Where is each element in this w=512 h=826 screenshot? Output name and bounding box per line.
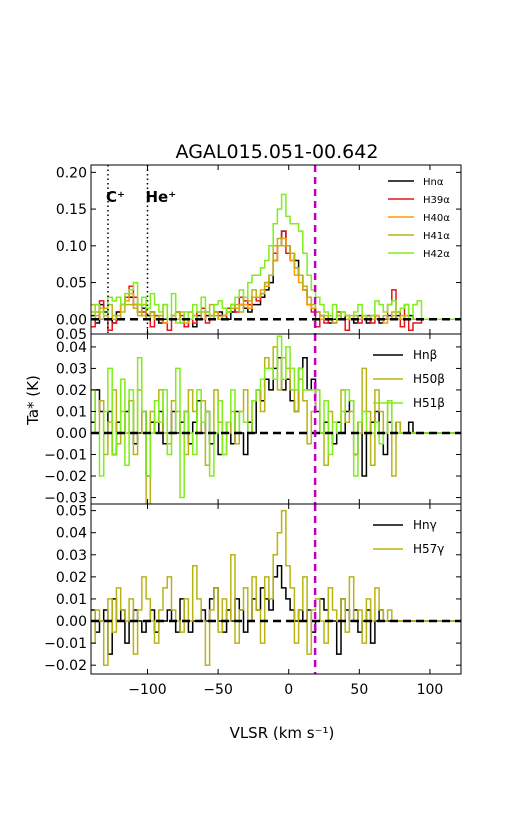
legend-label: H51β	[413, 396, 445, 410]
legend-label: Hnα	[423, 177, 444, 188]
x-tick-label: 100	[417, 682, 444, 698]
y-tick-label: −0.02	[44, 469, 87, 485]
legend-label: H40α	[423, 213, 450, 224]
plot-area	[91, 504, 461, 674]
y-tick-label: 0.01	[56, 592, 87, 608]
series-line-3-1	[91, 565, 461, 655]
panel-frame	[90, 503, 462, 675]
legend: Hnγ H57γ	[373, 518, 444, 556]
y-tick-label: 0.02	[56, 570, 87, 586]
y-tick-label: 0.02	[56, 383, 87, 399]
legend-label: H39α	[423, 195, 450, 206]
x-axis-label: VLSR (km s⁻¹)	[230, 724, 335, 742]
panel-2: −0.03 −0.02 −0.01 0.00 0.01 0.02 0.03 0.04 Hnβ H5…	[44, 333, 462, 507]
panels-group: 0.000.050.100.150.200.05C⁺ He⁺HnαH39αH40α…	[44, 164, 462, 698]
y-tick-label: 0.03	[56, 548, 87, 564]
panel-1: 0.000.050.100.150.200.05C⁺ He⁺HnαH39αH40α…	[56, 164, 462, 343]
x-tick-label: −100	[128, 682, 166, 698]
y-tick-label: −0.03	[44, 491, 87, 507]
series-line-3-2	[91, 509, 461, 666]
y-tick-label: −0.01	[44, 636, 87, 652]
y-axis-label: Ta* (K)	[24, 375, 42, 426]
series-line-1-5	[91, 193, 461, 324]
y-tick-label: 0.05	[56, 276, 87, 292]
series-line-2-2	[91, 346, 461, 504]
y-tick-label: 0.04	[56, 526, 87, 542]
x-tick-label: 0	[284, 682, 293, 698]
y-tick-label: −0.02	[44, 658, 87, 674]
y-tick-label: 0.10	[56, 239, 87, 255]
x-tick-label: −50	[203, 682, 233, 698]
y-tick-label: 0.00	[56, 614, 87, 630]
chart-title: AGAL015.051-00.642	[176, 141, 379, 163]
legend-label: H50β	[413, 372, 445, 386]
legend: Hnβ H50β H51β	[373, 348, 445, 410]
x-tick-label: 50	[350, 682, 368, 698]
y-tick-label: 0.01	[56, 404, 87, 420]
y-tick-label: 0.20	[56, 165, 87, 181]
series-line-2-3	[91, 335, 461, 499]
legend-label: H57γ	[413, 542, 444, 556]
y-tick-label: 0.00	[56, 426, 87, 442]
y-tick-label: 0.03	[56, 361, 87, 377]
vline-label: He⁺	[145, 188, 176, 206]
legend-label: H42α	[423, 249, 450, 260]
y-tick-label: 0.05	[56, 327, 87, 343]
vline-label: C⁺	[106, 188, 125, 206]
y-tick-label: 0.00	[56, 312, 87, 328]
y-tick-label: 0.04	[56, 340, 87, 356]
panel-3: −0.02 −0.01 0.00 0.01 0.02 0.03 0.04 0.05 −100 −5…	[44, 503, 462, 698]
y-tick-label: −0.01	[44, 448, 87, 464]
legend: Hnα H39α H40α H41α H42α	[388, 177, 450, 260]
legend-label: Hnβ	[413, 348, 437, 362]
y-tick-label: 0.05	[56, 504, 87, 520]
plot-area	[91, 165, 461, 334]
legend-label: H41α	[423, 231, 450, 242]
legend-label: Hnγ	[413, 518, 437, 532]
y-tick-label: 0.15	[56, 202, 87, 218]
plot-area	[91, 334, 461, 504]
